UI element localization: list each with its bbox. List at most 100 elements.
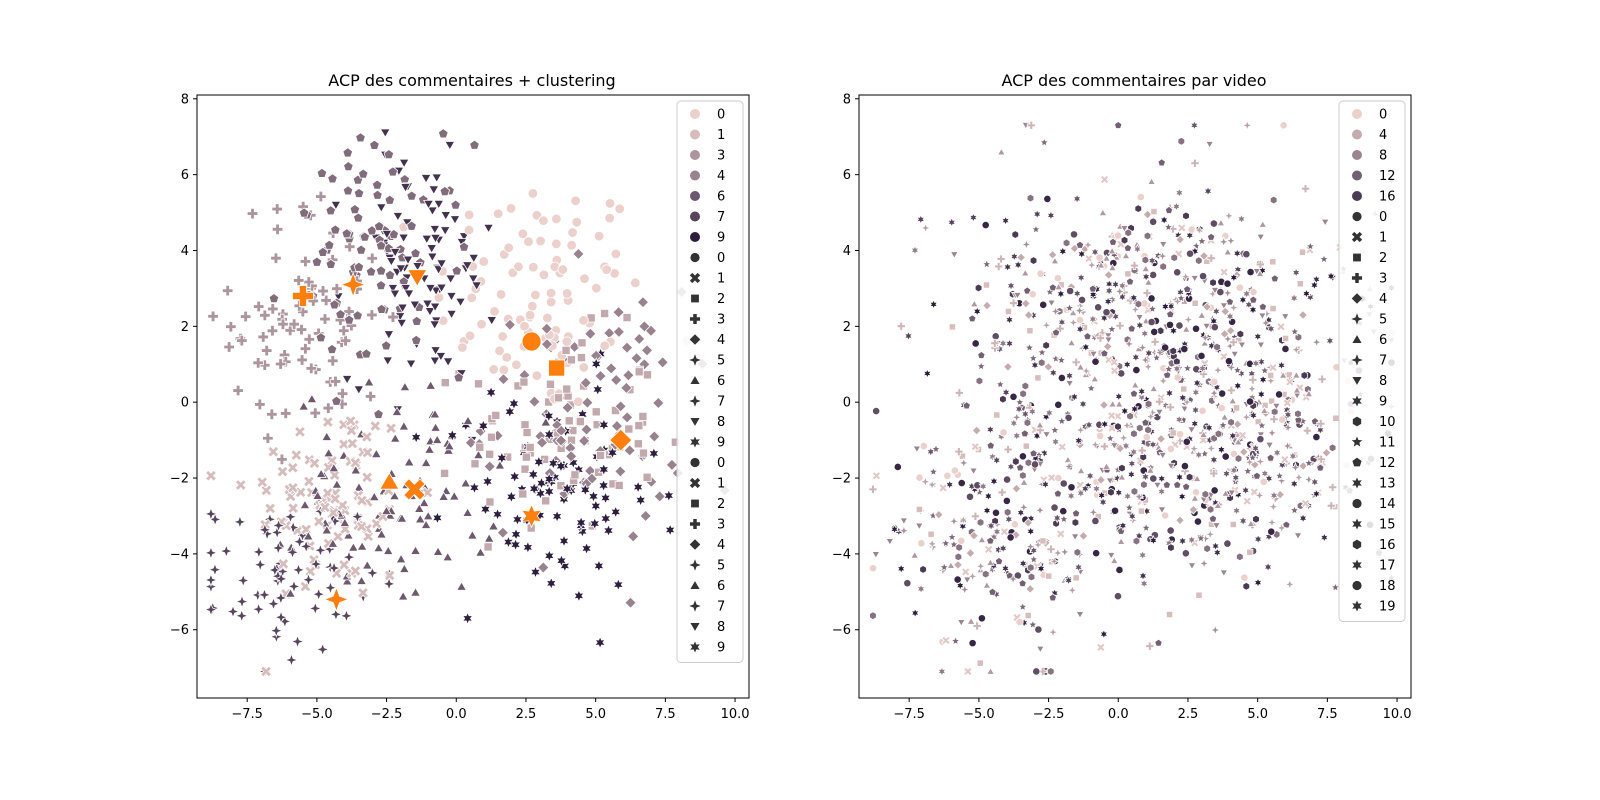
scatter-point <box>1139 354 1152 366</box>
scatter-point <box>1023 310 1034 320</box>
scatter-point <box>545 287 557 299</box>
scatter-point <box>602 523 615 538</box>
scatter-point <box>309 407 321 419</box>
scatter-point <box>446 309 458 320</box>
scatter-point <box>339 517 351 527</box>
scatter-point <box>442 551 454 562</box>
scatter-point <box>1024 540 1037 553</box>
scatter-point <box>239 310 252 323</box>
scatter-point <box>421 234 433 245</box>
scatter-point <box>266 408 278 420</box>
scatter-point <box>1066 490 1076 502</box>
scatter-point <box>385 422 397 435</box>
scatter-point <box>1104 285 1114 297</box>
scatter-point <box>395 264 407 274</box>
scatter-point <box>1047 626 1059 638</box>
scatter-point <box>1075 323 1085 335</box>
scatter-point <box>1091 483 1102 495</box>
scatter-point <box>308 457 321 470</box>
scatter-point <box>1180 385 1188 393</box>
scatter-point <box>355 520 368 533</box>
scatter-point <box>513 261 524 272</box>
scatter-point <box>410 587 422 597</box>
scatter-point <box>982 300 992 311</box>
scatter-point-shape <box>234 479 247 491</box>
scatter-point <box>1210 323 1219 332</box>
scatter-point <box>1328 443 1337 453</box>
scatter-point <box>1280 313 1290 321</box>
scatter-point <box>528 395 541 408</box>
scatter-point <box>1289 292 1299 304</box>
scatter-point <box>1102 341 1113 352</box>
scatter-point <box>610 419 624 433</box>
scatter-point <box>957 478 966 488</box>
scatter-point <box>590 499 602 513</box>
scatter-point <box>1275 522 1288 534</box>
scatter-point <box>1221 452 1230 461</box>
scatter-point <box>1190 275 1200 283</box>
scatter-point <box>1066 584 1079 597</box>
scatter-point <box>1096 431 1105 441</box>
scatter-point-shape <box>960 567 971 577</box>
scatter-point <box>1149 474 1158 483</box>
scatter-point <box>1258 220 1268 228</box>
scatter-point <box>1265 375 1277 387</box>
scatter-point-shape <box>1099 174 1110 185</box>
scatter-point <box>287 502 300 515</box>
scatter-point <box>1209 278 1217 287</box>
scatter-point <box>1048 283 1057 292</box>
legend-hue-marker <box>1352 191 1362 201</box>
scatter-point <box>991 454 1002 466</box>
scatter-point <box>590 357 603 371</box>
scatter-point <box>898 524 910 537</box>
scatter-point <box>640 344 654 357</box>
scatter-point <box>1051 328 1061 337</box>
scatter-point <box>1270 274 1279 283</box>
scatter-point <box>1126 468 1137 480</box>
scatter-point <box>373 408 384 419</box>
scatter-point <box>1180 462 1190 471</box>
scatter-point <box>1115 321 1125 331</box>
scatter-point <box>398 563 410 573</box>
scatter-point <box>969 530 979 541</box>
scatter-point <box>1020 238 1033 251</box>
scatter-point <box>543 484 556 499</box>
scatter-point <box>1062 238 1071 248</box>
scatter-point <box>1292 370 1301 379</box>
scatter-point <box>1185 472 1194 482</box>
legend-label: 9 <box>717 231 725 246</box>
scatter-point <box>1089 438 1102 451</box>
scatter-point <box>396 318 408 329</box>
scatter-point <box>342 185 354 196</box>
scatter-point <box>455 297 467 308</box>
scatter-point-shape <box>303 475 315 488</box>
scatter-point <box>1149 384 1159 392</box>
scatter-point <box>475 442 485 452</box>
scatter-point <box>1199 331 1212 344</box>
scatter-point-shape <box>256 476 269 489</box>
scatter-point <box>885 538 895 546</box>
scatter-point <box>1182 313 1195 326</box>
legend-label: 2 <box>717 292 725 307</box>
scatter-point <box>1129 303 1142 316</box>
scatter-point <box>1082 239 1094 251</box>
scatter-point <box>1217 403 1226 413</box>
plot-frame <box>196 94 750 699</box>
scatter-point <box>308 601 323 616</box>
centroid-marker <box>340 271 367 298</box>
scatter-point <box>273 610 289 625</box>
scatter-point <box>986 667 995 675</box>
scatter-point <box>919 475 932 488</box>
scatter-point <box>538 215 549 226</box>
scatter-point <box>270 252 282 264</box>
scatter-point <box>1088 313 1098 325</box>
scatter-point <box>612 306 625 319</box>
legend-style-marker <box>690 457 700 468</box>
scatter-point <box>652 396 665 410</box>
scatter-point <box>912 445 922 454</box>
scatter-point <box>382 545 394 555</box>
scatter-point <box>339 335 352 347</box>
scatter-point <box>1203 544 1211 554</box>
legend-label: 4 <box>717 333 725 348</box>
scatter-point <box>511 512 524 527</box>
